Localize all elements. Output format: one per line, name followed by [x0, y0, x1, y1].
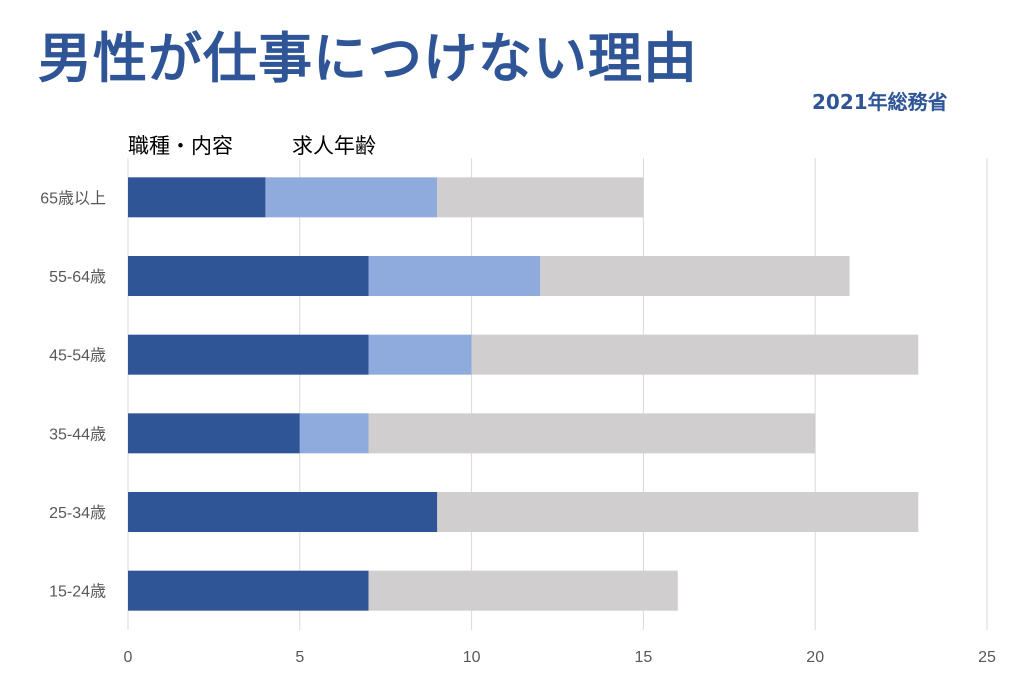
- y-category-label-2: 45-54歳: [49, 347, 106, 365]
- bar-55-64歳-series-1: [368, 256, 541, 296]
- bar-45-54歳-series-2: [471, 334, 919, 375]
- chart-title: 男性が仕事につけない理由: [38, 27, 698, 90]
- x-tick-label-20: 20: [806, 649, 824, 666]
- bar-55-64歳-series-0: [128, 256, 369, 296]
- bar-15-24歳-series-0: [128, 570, 369, 611]
- bar-35-44歳-series-2: [368, 413, 816, 454]
- y-category-label-3: 35-44歳: [49, 425, 106, 443]
- bar-55-64歳-series-2: [540, 256, 850, 296]
- x-tick-label-15: 15: [635, 649, 653, 666]
- bar-65歳以上-series-0: [128, 177, 266, 218]
- y-category-label-4: 25-34歳: [49, 504, 106, 522]
- y-category-label-0: 65歳以上: [40, 189, 106, 207]
- bar-65歳以上-series-2: [437, 177, 644, 218]
- legend-item-job-age: 求人年齢: [292, 134, 376, 158]
- x-tick-label-25: 25: [978, 649, 996, 666]
- y-category-label-5: 15-24歳: [49, 583, 106, 601]
- bar-45-54歳-series-1: [368, 334, 472, 375]
- chart-subtitle: 2021年総務省: [812, 90, 948, 114]
- bar-45-54歳-series-0: [128, 334, 369, 375]
- x-tick-label-5: 5: [295, 649, 304, 666]
- bar-25-34歳-series-2: [437, 492, 919, 532]
- bar-15-24歳-series-2: [368, 570, 678, 611]
- bar-65歳以上-series-1: [265, 177, 438, 218]
- bar-35-44歳-series-0: [128, 413, 300, 454]
- bar-25-34歳-series-0: [128, 492, 438, 532]
- x-tick-label-0: 0: [124, 649, 133, 666]
- bar-35-44歳-series-1: [299, 413, 369, 454]
- x-tick-label-10: 10: [463, 649, 481, 666]
- legend-item-occupation: 職種・内容: [128, 134, 233, 158]
- y-category-label-1: 55-64歳: [49, 268, 106, 286]
